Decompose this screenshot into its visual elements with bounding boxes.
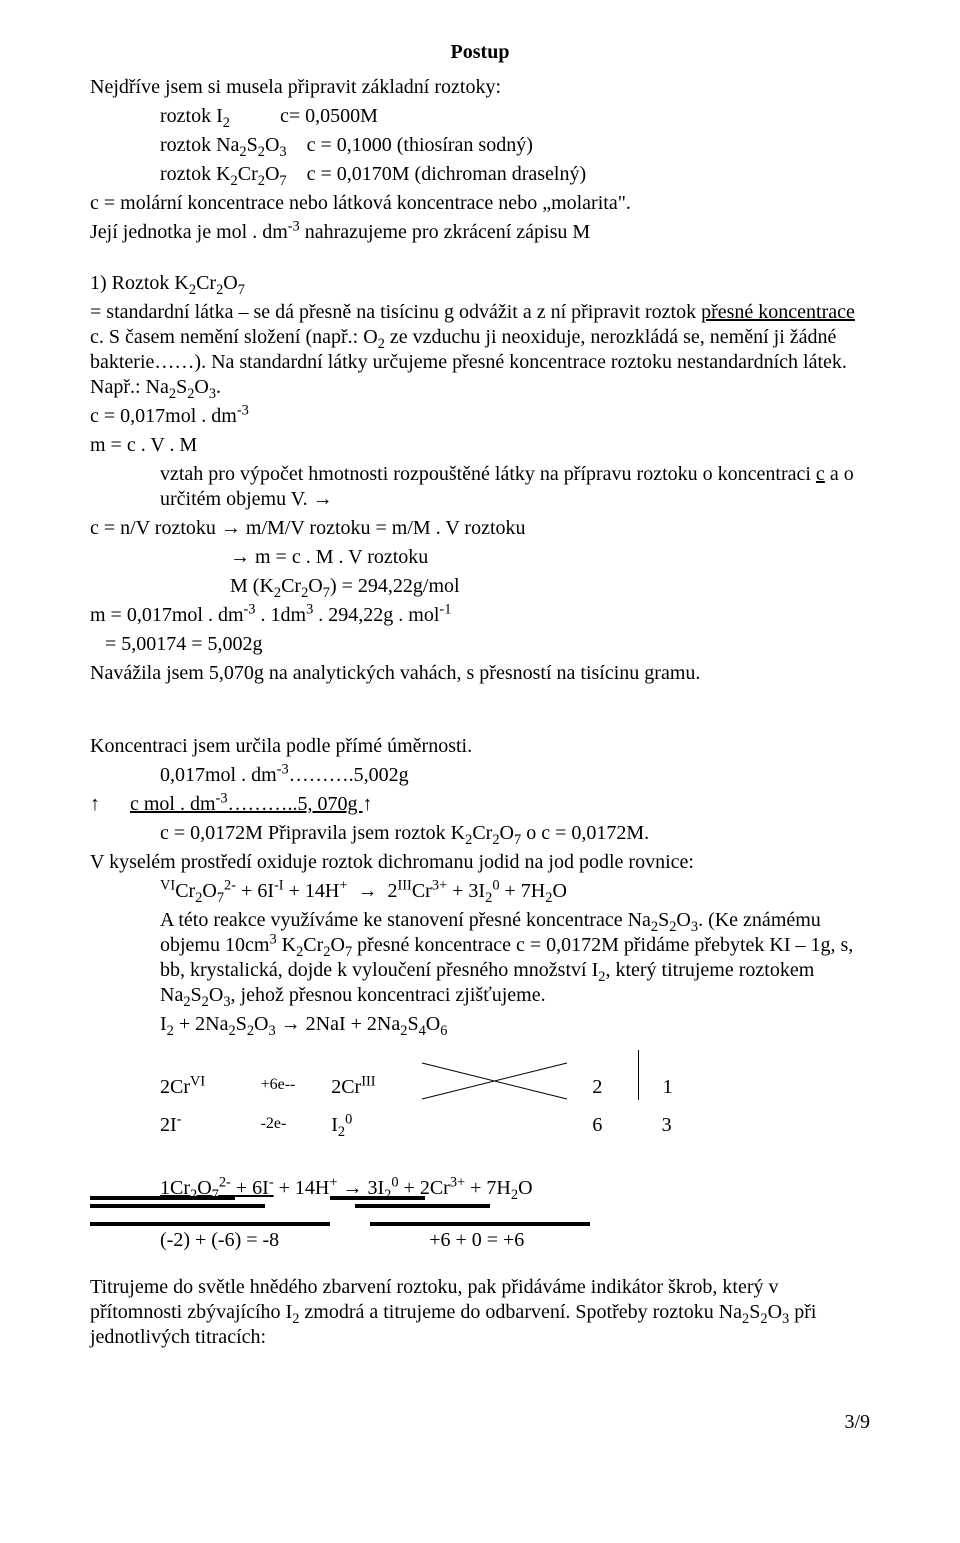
arrow-reaction-icon: +6e-- xyxy=(261,1075,326,1095)
up-arrow-icon: ↑ xyxy=(363,793,373,815)
solution-row: roztok Na2S2O3 c = 0,1000 (thiosíran sod… xyxy=(90,133,870,158)
page-number: 3/9 xyxy=(90,1410,870,1435)
k2cr2o7-label: roztok K xyxy=(160,163,231,185)
ionic-rxn: VICr2O72- + 6I-I + 14H+ → 2IIICr3+ + 3I2… xyxy=(90,879,870,904)
unit-definition: Její jednotka je mol . dm-3 nahrazujeme … xyxy=(90,220,870,245)
solution-row: roztok K2Cr2O7 c = 0,0170M (dichroman dr… xyxy=(90,162,870,187)
mass-relation: vztah pro výpočet hmotnosti rozpouštěné … xyxy=(90,462,870,512)
m-calc: m = 0,017mol . dm-3 . 1dm3 . 294,22g . m… xyxy=(90,603,870,628)
i2-label: roztok I xyxy=(160,105,223,127)
cross-lines-icon xyxy=(417,1063,587,1111)
rxn-explanation: A této reakce využíváme ke stanovení pře… xyxy=(90,908,870,1008)
proportion-heading: Koncentraci jsem určila podle přímé úměr… xyxy=(90,734,870,759)
na2s2o3-conc: c = 0,1000 (thiosíran sodný) xyxy=(307,134,533,156)
m-result: = 5,00174 = 5,002g xyxy=(90,632,870,657)
weighed-line: Navážila jsem 5,070g na analytických vah… xyxy=(90,661,870,686)
section-1-body: = standardní látka – se dá přesně na tis… xyxy=(90,300,870,400)
solution-row: roztok I2 c= 0,0500M xyxy=(90,104,870,129)
charge-balance: (-2) + (-6) = -8 +6 + 0 = +6 xyxy=(90,1228,870,1253)
i2-conc: c= 0,0500M xyxy=(280,105,378,127)
balanced-equation: 1Cr2O72- + 6I- + 14H+ → 3I20 + 2Cr3+ + 7… xyxy=(90,1166,870,1210)
arrow-reaction-icon: -2e- xyxy=(261,1114,326,1134)
molar-mass: M (K2Cr2O7) = 294,22g/mol xyxy=(90,574,870,599)
divider xyxy=(638,1050,657,1100)
final-para: Titrujeme do světle hnědého zbarvení roz… xyxy=(90,1275,870,1350)
cnv-line: c = n/V roztoku → m/M/V roztoku = m/M . … xyxy=(90,516,870,541)
prop-line1: 0,017mol . dm-3……….5,002g xyxy=(90,763,870,788)
k2cr2o7-conc: c = 0,0170M (dichroman draselný) xyxy=(307,163,587,185)
electron-table: 2CrVI +6e-- 2CrIII 2 1 2I- -2e- I20 6 3 xyxy=(90,1063,870,1138)
c-definition: c = molární koncentrace nebo látková kon… xyxy=(90,191,870,216)
m-formula: m = c . V . M xyxy=(90,433,870,458)
c-formula: c = 0,017mol . dm-3 xyxy=(90,404,870,429)
section-1-header: 1) Roztok K2Cr2O7 xyxy=(90,271,870,296)
cnv-line2: → m = c . M . V roztoku xyxy=(90,545,870,570)
page-title: Postup xyxy=(90,40,870,65)
intro-line: Nejdříve jsem si musela připravit základ… xyxy=(90,75,870,100)
thiosulfate-rxn: I2 + 2Na2S2O3 → 2NaI + 2Na2S4O6 xyxy=(90,1012,870,1037)
prop-line2: ↑ c mol . dm-3………..5, 070g ↑ xyxy=(90,792,870,817)
na2s2o3-label: roztok Na xyxy=(160,134,239,156)
up-arrow-icon: ↑ xyxy=(90,793,125,815)
prop-result: c = 0,0172M Připravila jsem roztok K2Cr2… xyxy=(90,821,870,846)
acid-line: V kyselém prostředí oxiduje roztok dichr… xyxy=(90,850,870,875)
